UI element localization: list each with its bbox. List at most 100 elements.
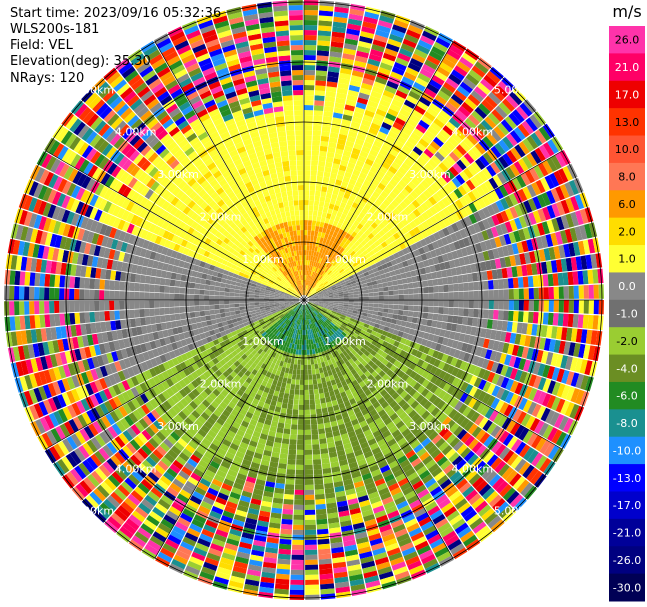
velocity-gate — [211, 380, 220, 389]
velocity-gate — [478, 281, 484, 291]
velocity-gate — [442, 337, 449, 346]
velocity-gate — [555, 186, 565, 201]
velocity-gate — [405, 321, 412, 328]
velocity-gate — [363, 141, 373, 149]
velocity-gate — [297, 434, 304, 440]
velocity-gate — [353, 111, 364, 120]
velocity-gate — [579, 391, 590, 407]
velocity-gate — [463, 282, 469, 291]
velocity-gate — [404, 360, 413, 368]
velocity-gate — [351, 325, 358, 330]
velocity-gate — [321, 126, 331, 132]
velocity-gate — [328, 323, 334, 329]
velocity-gate — [319, 357, 325, 363]
velocity-gate — [130, 346, 138, 356]
velocity-gate — [185, 480, 197, 491]
velocity-gate — [316, 246, 321, 253]
velocity-gate — [237, 412, 245, 421]
velocity-gate — [197, 575, 213, 586]
velocity-gate — [433, 285, 439, 293]
velocity-gate — [498, 300, 504, 310]
velocity-gate — [391, 199, 400, 208]
velocity-gate — [182, 508, 195, 519]
velocity-gate — [237, 370, 245, 378]
velocity-gate — [178, 470, 190, 481]
velocity-gate — [472, 200, 482, 211]
velocity-gate — [318, 558, 332, 565]
velocity-gate — [270, 456, 279, 463]
velocity-gate — [334, 300, 339, 302]
velocity-gate — [113, 408, 124, 420]
velocity-gate — [230, 409, 239, 417]
velocity-gate — [320, 310, 325, 315]
velocity-gate — [294, 499, 304, 505]
velocity-gate — [509, 494, 524, 508]
velocity-gate — [141, 498, 155, 511]
velocity-gate — [318, 20, 333, 27]
velocity-gate — [371, 542, 385, 551]
velocity-gate — [323, 303, 329, 306]
velocity-gate — [281, 345, 287, 352]
velocity-gate — [514, 382, 524, 395]
velocity-gate — [313, 105, 324, 111]
velocity-gate — [305, 275, 307, 281]
velocity-gate — [418, 247, 426, 255]
velocity-gate — [82, 442, 94, 456]
velocity-gate — [458, 333, 466, 342]
velocity-gate — [166, 343, 174, 352]
velocity-gate — [350, 152, 359, 160]
velocity-gate — [185, 404, 195, 414]
velocity-gate — [419, 96, 432, 107]
velocity-gate — [128, 412, 139, 424]
velocity-gate — [220, 515, 233, 524]
velocity-gate — [234, 433, 243, 442]
velocity-gate — [498, 80, 512, 95]
velocity-gate — [481, 230, 490, 241]
velocity-gate — [332, 231, 338, 238]
velocity-gate — [392, 208, 401, 216]
velocity-gate — [259, 510, 271, 518]
velocity-gate — [241, 338, 248, 345]
velocity-gate — [39, 417, 51, 432]
velocity-gate — [296, 303, 301, 307]
velocity-gate — [266, 354, 272, 361]
velocity-gate — [336, 310, 342, 315]
velocity-gate — [190, 349, 198, 357]
velocity-gate — [470, 457, 483, 469]
velocity-gate — [509, 380, 519, 393]
velocity-gate — [252, 327, 258, 333]
velocity-gate — [474, 414, 485, 426]
velocity-gate — [399, 131, 410, 141]
velocity-gate — [547, 273, 554, 287]
velocity-gate — [438, 498, 451, 510]
velocity-gate — [401, 162, 411, 172]
velocity-gate — [318, 297, 324, 300]
velocity-gate — [191, 410, 201, 419]
velocity-gate — [489, 350, 498, 361]
velocity-gate — [413, 300, 419, 306]
velocity-gate — [226, 319, 233, 325]
velocity-gate — [269, 317, 275, 322]
velocity-gate — [399, 390, 408, 399]
velocity-gate — [364, 68, 378, 77]
velocity-gate — [463, 167, 474, 179]
velocity-gate — [355, 411, 363, 419]
velocity-gate — [440, 478, 452, 490]
velocity-gate — [270, 420, 278, 428]
velocity-gate — [59, 423, 71, 438]
velocity-gate — [140, 523, 155, 535]
velocity-gate — [568, 342, 576, 356]
velocity-gate — [343, 297, 349, 300]
velocity-gate — [399, 108, 411, 118]
velocity-gate — [332, 561, 347, 569]
velocity-gate — [297, 429, 304, 435]
velocity-gate — [214, 397, 223, 405]
velocity-gate — [328, 271, 334, 277]
velocity-gate — [43, 399, 53, 414]
velocity-gate — [327, 182, 335, 189]
velocity-gate — [304, 335, 307, 340]
velocity-gate — [313, 120, 323, 126]
velocity-gate — [512, 311, 519, 322]
velocity-gate — [523, 200, 533, 214]
velocity-gate — [291, 317, 295, 323]
